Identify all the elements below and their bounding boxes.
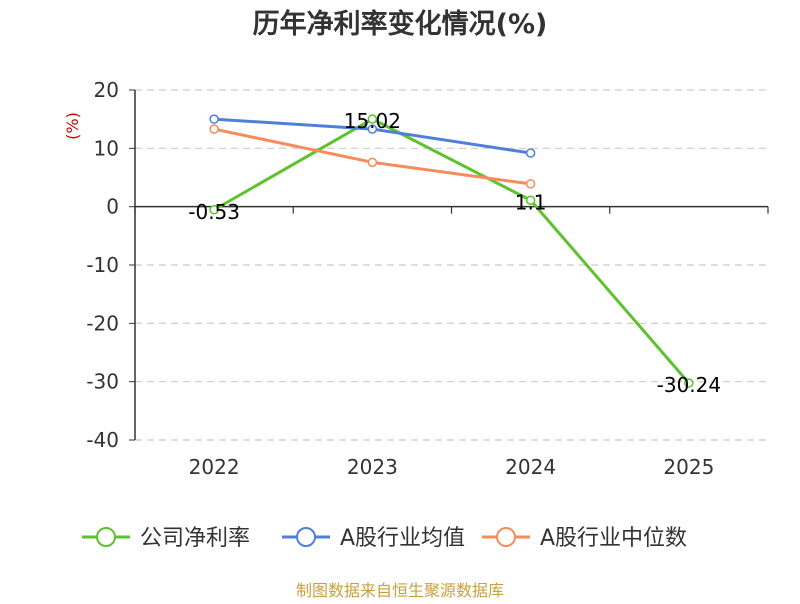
legend-label: 公司净利率 <box>140 526 250 551</box>
data-point <box>525 148 536 158</box>
data-label: -30.24 <box>657 373 721 397</box>
x-tick-label: 2024 <box>505 455 556 479</box>
data-point <box>209 205 219 215</box>
legend-item: A股行业均值 <box>282 526 465 551</box>
legend-marker <box>496 527 516 547</box>
legend-label: A股行业中位数 <box>540 526 687 551</box>
data-label: 15.02 <box>344 109 401 133</box>
data-point <box>209 124 219 134</box>
x-tick-label: 2022 <box>189 455 240 479</box>
data-point <box>525 195 536 205</box>
series-group <box>209 114 694 388</box>
data-point <box>367 157 378 168</box>
x-tick-label: 2025 <box>663 455 714 479</box>
y-tick-label: 10 <box>94 136 119 160</box>
data-point <box>209 114 219 124</box>
legend-marker <box>296 527 316 547</box>
data-point <box>367 124 378 134</box>
data-point <box>367 114 378 124</box>
data-label: -0.53 <box>188 200 240 224</box>
legend-item: A股行业中位数 <box>482 526 687 551</box>
y-axis-label: (%) <box>63 112 82 140</box>
data-point <box>525 179 536 189</box>
legend: 公司净利率 A股行业均值 A股行业中位数 <box>82 526 687 551</box>
legend-label: A股行业均值 <box>340 526 465 551</box>
y-tick-label: 0 <box>106 195 119 219</box>
y-tick-label: -10 <box>86 253 119 277</box>
legend-marker <box>96 527 116 547</box>
axes: 20 10 0 -10 -20 -30 -40 2022 2023 2024 2025 <box>86 78 769 479</box>
data-label: 1.1 <box>515 190 547 214</box>
y-tick-label: -40 <box>86 428 119 452</box>
series-line-0 <box>213 117 691 385</box>
legend-item: 公司净利率 <box>82 526 250 551</box>
data-point <box>684 378 694 388</box>
y-tick-label: -20 <box>86 311 119 335</box>
chart-title: 历年净利率变化情况(%) <box>253 8 548 40</box>
y-tick-label: 20 <box>94 78 119 102</box>
x-tick-label: 2023 <box>347 455 398 479</box>
data-labels: -0.53 15.02 1.1 -30.24 <box>188 109 721 397</box>
source-note: 制图数据来自恒生聚源数据库 <box>296 581 504 600</box>
y-tick-label: -30 <box>86 370 119 394</box>
grid-lines <box>135 89 768 441</box>
